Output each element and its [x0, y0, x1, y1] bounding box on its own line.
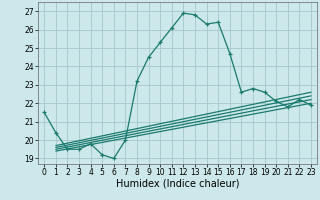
X-axis label: Humidex (Indice chaleur): Humidex (Indice chaleur)	[116, 179, 239, 189]
